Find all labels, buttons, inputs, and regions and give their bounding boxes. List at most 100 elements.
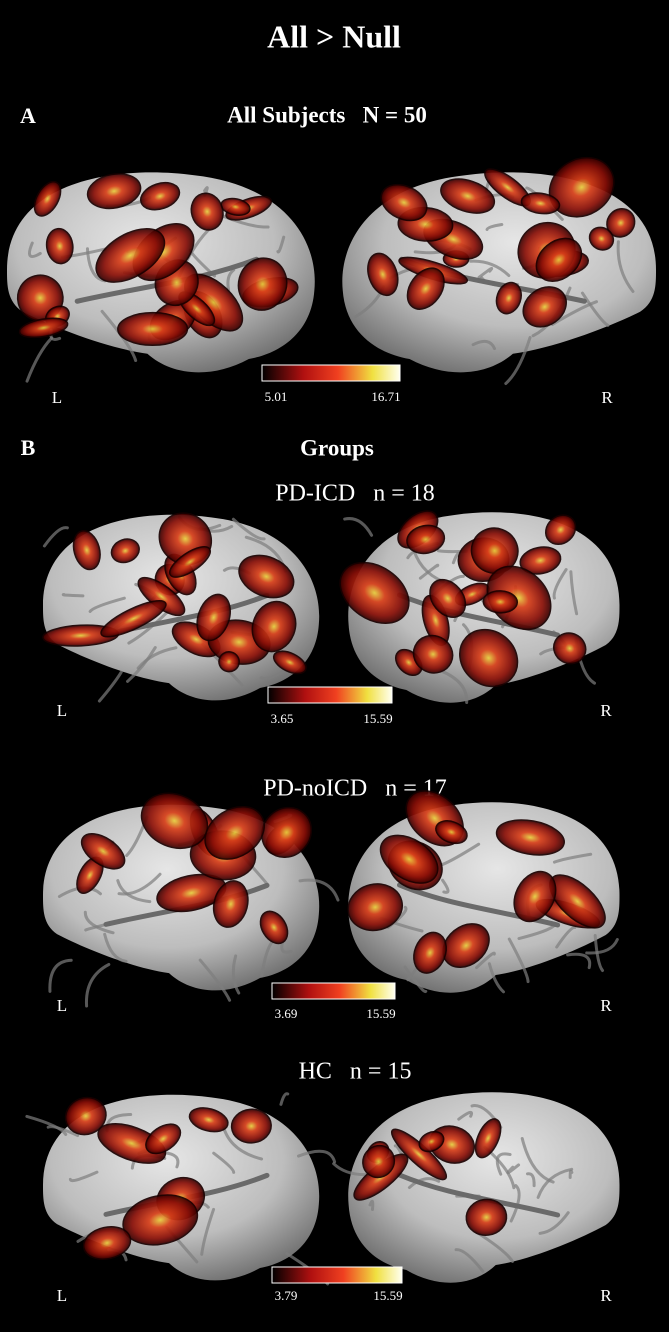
activation: [429, 578, 467, 618]
sulcus: [477, 266, 494, 279]
sulcus: [555, 925, 577, 949]
sulcus: [406, 965, 420, 982]
colorbar-max-label: 15.59: [366, 1006, 395, 1021]
activation: [72, 530, 101, 571]
sulcus: [61, 592, 85, 598]
activation: [117, 311, 189, 347]
sulcus: [200, 1207, 216, 1256]
colorbar: [261, 364, 401, 382]
sulcus: [471, 339, 496, 351]
hemisphere-label: L: [52, 388, 62, 407]
activation: [139, 181, 181, 211]
hemisphere-label: L: [57, 996, 67, 1015]
sylvian-fissure: [397, 592, 561, 638]
activation: [212, 880, 249, 928]
sulcus: [42, 526, 69, 548]
sulcus: [297, 1149, 337, 1164]
sulcus: [100, 309, 138, 363]
sulcus: [68, 1170, 99, 1183]
activation: [339, 561, 410, 624]
sulcus: [475, 951, 496, 970]
sulcus: [487, 962, 505, 994]
sulcus: [103, 932, 128, 963]
colorbar-max-label: 15.59: [363, 711, 392, 726]
activation: [418, 1130, 445, 1153]
activation: [237, 257, 288, 311]
activation: [495, 819, 565, 856]
sulcus: [538, 1211, 570, 1235]
activation: [347, 883, 403, 932]
activation: [535, 237, 583, 282]
sulcus: [593, 934, 605, 973]
sulcus: [127, 608, 171, 645]
sulcus: [552, 568, 568, 600]
activation: [33, 180, 62, 217]
sulcus: [212, 1151, 236, 1174]
sulcus: [580, 291, 610, 327]
colorbar: [267, 686, 393, 704]
hemisphere-label: R: [601, 388, 613, 407]
panel-letter: A: [20, 103, 36, 128]
sulcus: [136, 646, 178, 670]
activation: [482, 590, 519, 614]
brain-render: [332, 1092, 620, 1283]
activation: [18, 317, 69, 339]
activation: [45, 227, 74, 265]
sulcus: [84, 922, 108, 932]
sulcus: [48, 958, 73, 993]
sulcus: [368, 1199, 375, 1211]
sulcus: [568, 1169, 574, 1179]
sulcus: [231, 517, 266, 541]
activation: [251, 600, 297, 653]
sulcus: [495, 1152, 512, 1176]
sulcus: [536, 1167, 574, 1199]
sulcus: [509, 1184, 521, 1223]
activation: [435, 820, 468, 845]
sulcus: [343, 517, 374, 537]
activation: [169, 545, 211, 578]
activation: [230, 1108, 272, 1144]
sulcus: [454, 1248, 485, 1273]
sulcus: [485, 222, 504, 231]
sulcus: [566, 952, 592, 970]
activation: [588, 226, 615, 251]
sulcus: [525, 1172, 536, 1188]
brain-render: [342, 156, 656, 385]
group-heading: PD-ICD n = 18: [275, 481, 435, 507]
brain-render: [347, 790, 620, 994]
hemisphere-label: R: [600, 996, 612, 1015]
activation: [190, 192, 224, 231]
activation: [188, 1107, 229, 1133]
sulcus: [260, 941, 274, 978]
activation: [145, 1123, 182, 1155]
sulcus: [85, 962, 111, 1008]
sulcus: [276, 235, 286, 254]
activation: [380, 183, 428, 222]
activation: [495, 281, 522, 315]
sulcus: [520, 1136, 555, 1184]
sulcus: [441, 878, 450, 894]
activation: [100, 600, 167, 638]
activation: [379, 834, 439, 884]
brain-render: [43, 792, 340, 1008]
activation: [259, 910, 289, 945]
hemisphere-label: R: [600, 1286, 612, 1305]
activation: [412, 634, 454, 674]
sulcus: [585, 938, 619, 955]
brain-render: [25, 1092, 337, 1286]
brain-render: [42, 512, 320, 703]
sulcus: [83, 910, 115, 935]
sulcus: [517, 924, 556, 941]
colorbar-min-label: 3.79: [275, 1288, 298, 1303]
sulcus: [407, 1177, 441, 1190]
activation: [261, 806, 313, 858]
sulcus: [552, 852, 593, 864]
activation: [522, 286, 567, 328]
panel-letter: B: [21, 435, 36, 460]
sulcus: [259, 670, 285, 681]
sulcus: [418, 563, 440, 580]
sulcus: [88, 596, 126, 613]
sulcus: [198, 958, 232, 1002]
activation: [95, 228, 166, 283]
activation: [413, 931, 447, 974]
